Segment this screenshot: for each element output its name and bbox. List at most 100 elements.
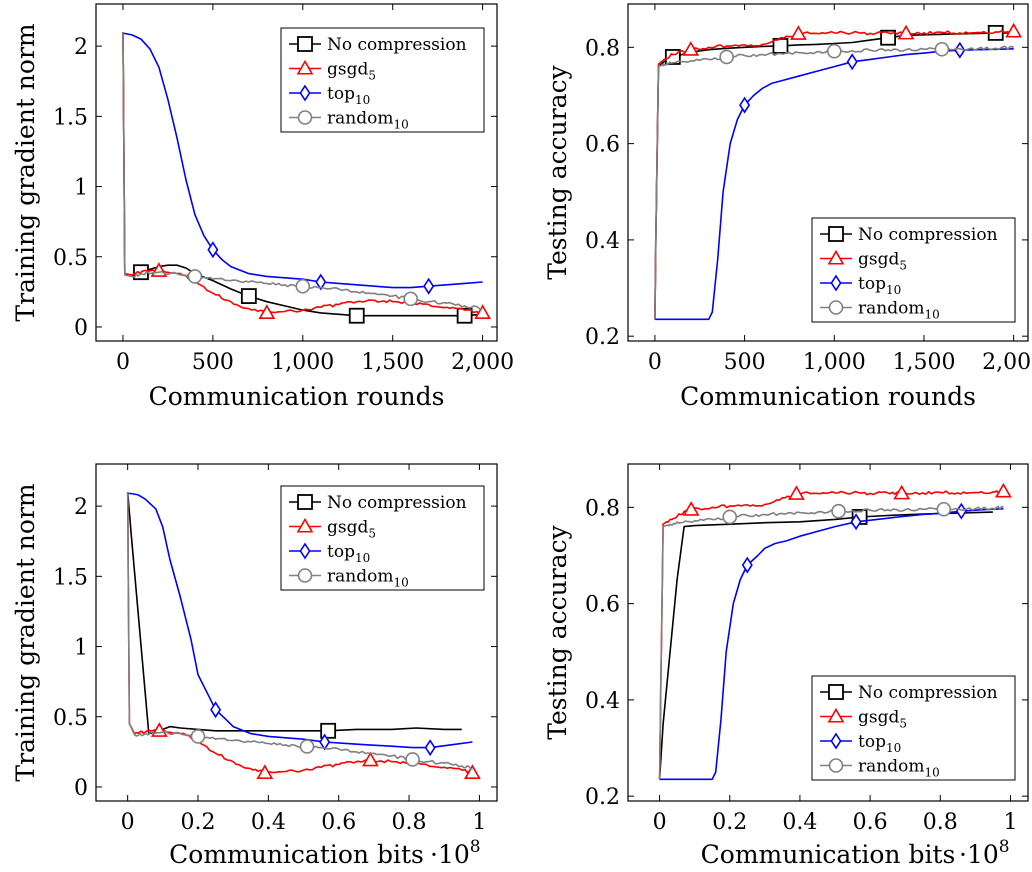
x-tick-label: 500 (192, 350, 234, 375)
data-point-random_10 (190, 729, 206, 744)
legend-label: random10 (858, 757, 940, 780)
legend-label: No compression (327, 35, 467, 55)
data-point-random_10 (826, 43, 842, 59)
x-axis-multiplier-exponent: 8 (470, 837, 481, 857)
series-line-No compression (658, 511, 993, 780)
y-tick-label: 2 (74, 495, 88, 520)
series-1 (658, 482, 1012, 780)
axes-frame (627, 3, 1029, 342)
y-axis-label: Training gradient norm (11, 23, 40, 322)
legend-label: random10 (327, 567, 409, 590)
legend-marker (296, 59, 314, 75)
x-axis-label: Communication bits (701, 840, 956, 869)
x-tick-label: 2,000 (982, 350, 1032, 375)
legend-marker (828, 684, 844, 700)
y-tick-label: 0.6 (585, 593, 620, 618)
data-point-gsgd_5 (682, 501, 700, 516)
legend-label-subscript: 5 (368, 527, 376, 541)
legend-marker (830, 732, 842, 750)
legend-label-subscript: 5 (899, 259, 907, 273)
data-point-gsgd_5 (258, 304, 276, 319)
x-axis-label: Communication bits (169, 840, 424, 869)
legend-marker (827, 249, 845, 265)
series-line-gsgd_5 (654, 30, 1014, 320)
y-tick-label: 0.2 (585, 325, 620, 350)
y-tick-label: 0.4 (585, 689, 620, 714)
legend-marker (299, 542, 311, 560)
series-1 (122, 32, 491, 319)
legend-marker (297, 568, 313, 583)
legend-label-subscript: 5 (899, 717, 907, 731)
x-tick-label: 0 (653, 810, 667, 835)
y-tick-label: 0.4 (585, 229, 620, 254)
legend-label: gsgd5 (327, 518, 376, 541)
legend-marker (827, 707, 845, 723)
legend-marker (828, 300, 844, 315)
data-point-gsgd_5 (790, 25, 807, 40)
x-tick-label: 1,500 (361, 350, 424, 375)
y-tick-label: 0.6 (585, 133, 620, 158)
y-axis-label: Training gradient norm (11, 483, 40, 782)
chart-panel-4: 0 0.2 0.4 0.6 0.8 1 0.2 0.4 0.6 0.8 Communication … (543, 463, 1029, 869)
series-3 (122, 32, 483, 310)
legend-label-subscript: 10 (886, 741, 901, 755)
data-point-No compression (456, 307, 473, 324)
data-point-random_10 (187, 269, 203, 284)
y-tick-label: 1.5 (53, 565, 88, 590)
data-point-random_10 (719, 49, 734, 65)
legend-marker (296, 517, 314, 533)
y-tick-label: 0.5 (53, 246, 88, 271)
x-tick-label: 1 (472, 810, 486, 835)
y-tick-label: 0.2 (585, 785, 620, 810)
data-point-top_10 (850, 513, 862, 531)
data-point-No compression (772, 37, 789, 54)
legend-label-subscript: 10 (393, 576, 408, 590)
data-point-random_10 (934, 41, 950, 57)
y-tick-label: 0.5 (53, 706, 88, 731)
series-line-top_10 (127, 492, 473, 749)
legend-label: random10 (327, 109, 409, 132)
data-point-top_10 (423, 277, 435, 295)
series-1 (654, 22, 1023, 320)
legend-label: No compression (858, 683, 998, 703)
data-point-random_10 (299, 739, 315, 754)
legend-label-subscript: 10 (886, 283, 901, 297)
x-tick-label: 0.6 (321, 810, 356, 835)
legend-label: gsgd5 (858, 708, 907, 731)
x-tick-label: 1,500 (892, 350, 955, 375)
x-tick-label: 0.8 (923, 810, 958, 835)
data-point-gsgd_5 (474, 304, 491, 319)
data-point-gsgd_5 (893, 484, 911, 500)
data-point-gsgd_5 (788, 485, 805, 500)
data-point-random_10 (295, 278, 311, 294)
legend-label-subscript: 10 (924, 308, 939, 322)
axes-frame (95, 463, 498, 802)
data-point-top_10 (741, 556, 753, 574)
data-point-top_10 (846, 53, 858, 71)
legend-box (280, 27, 485, 133)
x-tick-label: 0.2 (712, 810, 747, 835)
data-point-top_10 (424, 739, 436, 757)
chart-panel-2: 0 500 1,000 1,500 2,000 0.2 0.4 0.6 0.8 Communica… (543, 3, 1032, 411)
data-point-random_10 (722, 509, 738, 525)
data-point-top_10 (210, 701, 222, 719)
data-point-random_10 (831, 503, 846, 519)
data-point-top_10 (739, 96, 751, 114)
legend-label: gsgd5 (327, 60, 376, 83)
series-line-No compression (122, 32, 483, 317)
series-2 (659, 502, 1004, 781)
legend-label: gsgd5 (858, 250, 907, 273)
x-tick-label: 0 (121, 810, 135, 835)
data-point-random_10 (405, 752, 420, 767)
axes-frame (95, 3, 498, 342)
series-2 (127, 492, 473, 757)
data-point-gsgd_5 (897, 24, 915, 40)
data-point-random_10 (936, 501, 952, 517)
series-0 (654, 24, 1014, 320)
legend-box (811, 675, 1016, 781)
axes-frame (627, 463, 1029, 802)
